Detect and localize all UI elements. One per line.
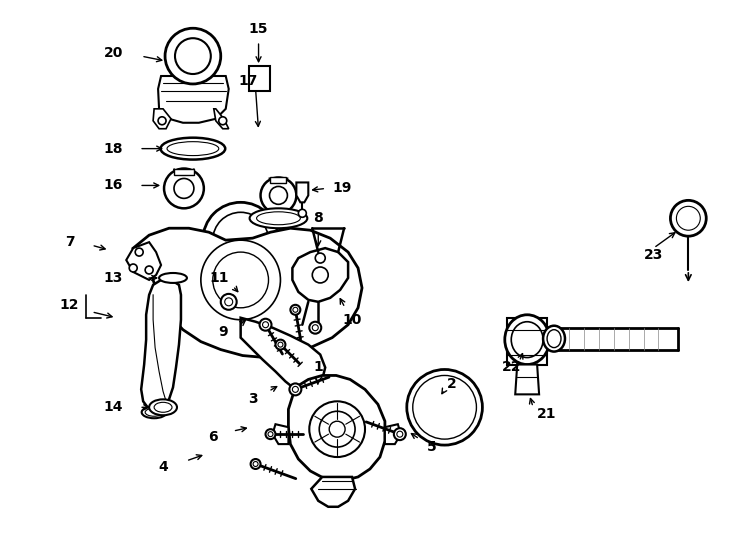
Polygon shape (272, 424, 288, 444)
Text: 16: 16 (103, 178, 123, 192)
Circle shape (260, 319, 272, 330)
Circle shape (225, 298, 233, 306)
Text: 3: 3 (248, 393, 258, 406)
Circle shape (165, 28, 221, 84)
Circle shape (329, 421, 345, 437)
Circle shape (269, 186, 288, 204)
Text: 5: 5 (426, 440, 437, 454)
Ellipse shape (149, 400, 177, 415)
Circle shape (174, 179, 194, 198)
Circle shape (309, 401, 365, 457)
Circle shape (278, 342, 283, 347)
Circle shape (135, 248, 143, 256)
Circle shape (129, 264, 137, 272)
Circle shape (213, 212, 269, 268)
Polygon shape (297, 183, 308, 202)
Text: 22: 22 (501, 361, 521, 375)
Circle shape (407, 369, 482, 445)
Circle shape (293, 307, 298, 312)
Circle shape (312, 325, 319, 330)
Text: 8: 8 (313, 211, 323, 225)
Polygon shape (271, 178, 286, 184)
Polygon shape (214, 109, 229, 129)
Text: 21: 21 (537, 407, 557, 421)
Text: 13: 13 (103, 271, 123, 285)
Polygon shape (126, 242, 161, 280)
Text: 6: 6 (208, 430, 217, 444)
Ellipse shape (543, 326, 565, 352)
Text: 19: 19 (333, 181, 352, 195)
Circle shape (203, 202, 278, 278)
Circle shape (145, 266, 153, 274)
Circle shape (394, 428, 406, 440)
Ellipse shape (161, 138, 225, 160)
Polygon shape (507, 318, 547, 364)
Circle shape (266, 429, 275, 439)
Text: 11: 11 (209, 271, 228, 285)
Circle shape (175, 38, 211, 74)
Ellipse shape (250, 208, 308, 228)
Circle shape (397, 431, 403, 437)
Circle shape (253, 462, 258, 467)
Text: 9: 9 (218, 325, 228, 339)
Polygon shape (174, 168, 194, 176)
Text: 18: 18 (103, 141, 123, 156)
Text: 15: 15 (249, 22, 269, 36)
Text: 23: 23 (644, 248, 664, 262)
Circle shape (219, 117, 227, 125)
Circle shape (319, 411, 355, 447)
Polygon shape (515, 364, 539, 394)
Polygon shape (241, 318, 325, 392)
Ellipse shape (505, 315, 550, 365)
Text: 17: 17 (239, 74, 258, 88)
Circle shape (164, 168, 204, 208)
Circle shape (263, 322, 269, 328)
Ellipse shape (142, 406, 167, 418)
Text: 12: 12 (59, 298, 79, 312)
Circle shape (261, 178, 297, 213)
Text: 2: 2 (447, 377, 457, 392)
Text: 20: 20 (103, 46, 123, 60)
Polygon shape (292, 248, 348, 302)
Circle shape (158, 117, 166, 125)
Polygon shape (385, 424, 401, 444)
Circle shape (312, 267, 328, 283)
Text: 10: 10 (342, 313, 362, 327)
Circle shape (275, 340, 286, 349)
Circle shape (268, 431, 273, 437)
Text: 4: 4 (159, 460, 168, 474)
Text: 1: 1 (313, 361, 323, 375)
Polygon shape (153, 109, 171, 129)
Circle shape (292, 387, 298, 393)
Text: 14: 14 (103, 400, 123, 414)
Polygon shape (133, 228, 362, 357)
Circle shape (670, 200, 706, 236)
Circle shape (250, 459, 261, 469)
Circle shape (221, 294, 236, 310)
Polygon shape (249, 66, 271, 91)
Polygon shape (141, 280, 181, 411)
Polygon shape (288, 375, 385, 481)
Circle shape (289, 383, 302, 395)
Circle shape (291, 305, 300, 315)
Text: 7: 7 (65, 235, 74, 249)
Polygon shape (311, 477, 355, 507)
Circle shape (316, 253, 325, 263)
Circle shape (309, 322, 321, 334)
Circle shape (298, 210, 306, 217)
Ellipse shape (159, 273, 187, 283)
Polygon shape (158, 76, 229, 123)
